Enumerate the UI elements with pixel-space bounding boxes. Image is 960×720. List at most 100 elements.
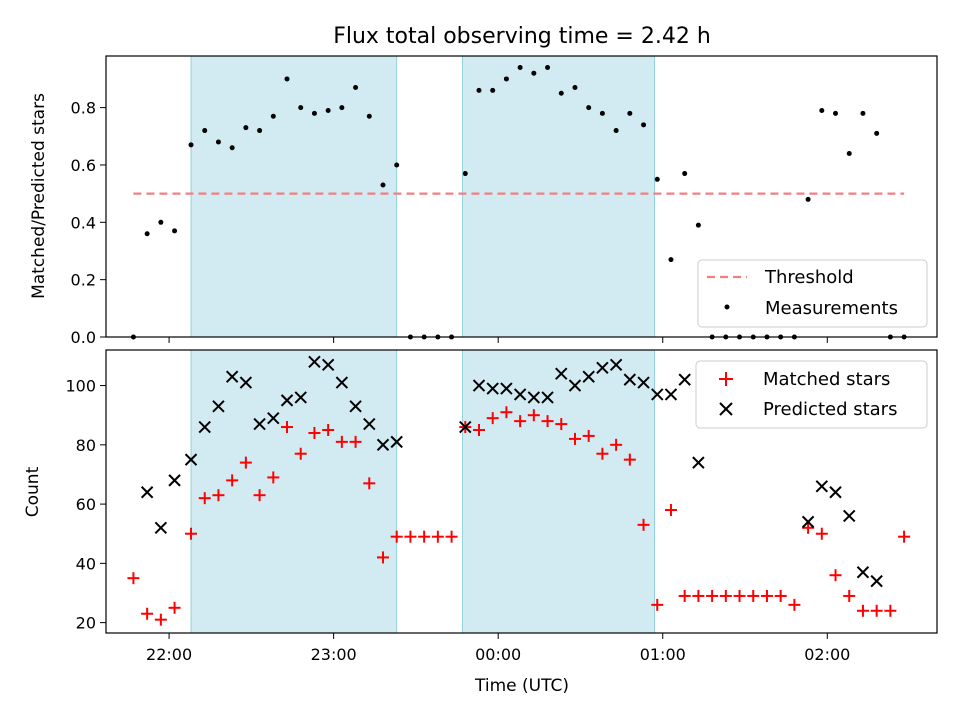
y-tick-label: 0.6 [71, 156, 96, 175]
matched-point [802, 521, 815, 534]
measurement-point [586, 105, 592, 111]
matched-point [788, 598, 801, 611]
matched-point [390, 530, 403, 543]
measurement-point [366, 113, 372, 119]
matched-point [898, 530, 911, 543]
matched-point [514, 415, 527, 428]
matched-point [168, 601, 181, 614]
measurement-point [270, 113, 276, 119]
measurement-point [874, 130, 880, 136]
x-tick-label: 23:00 [311, 645, 357, 664]
count-panel: 20 40 60 80 100 22:00 23:00 00:00 01:00 02:00 Co… [23, 349, 938, 696]
predicted-point [198, 420, 211, 434]
measurement-point [339, 105, 345, 111]
matched-point [706, 589, 719, 602]
y-tick-label: 60 [76, 495, 96, 514]
matched-point [322, 424, 335, 437]
predicted-point [555, 367, 568, 380]
measurement-point [613, 128, 619, 134]
ratio-y-label: Matched/Predicted stars [29, 93, 49, 299]
observing-span [462, 55, 655, 338]
matched-point [267, 471, 280, 484]
matched-point [185, 527, 198, 540]
predicted-point [582, 370, 595, 383]
measurement-point [298, 105, 304, 111]
observing-spans [190, 55, 655, 338]
measurement-point [353, 85, 359, 91]
count-legend: Matched stars Predicted stars [695, 360, 928, 429]
measurement-point [202, 128, 208, 134]
measurement-point [229, 145, 235, 151]
matched-point [870, 604, 883, 617]
x-tick-label: 22:00 [146, 645, 192, 664]
predicted-point [267, 411, 280, 425]
matched-point [733, 589, 746, 602]
measurement-point [188, 142, 194, 148]
matched-point [349, 435, 362, 448]
matched-point [555, 418, 568, 431]
predicted-point [678, 373, 691, 386]
x-tick-label: 01:00 [640, 645, 686, 664]
predicted-point [335, 376, 349, 389]
threshold-legend-label: Threshold [764, 267, 854, 288]
predicted-point [239, 376, 253, 389]
y-tick-label: 0.0 [71, 328, 96, 347]
predicted-point [363, 417, 376, 431]
ratio-axes-frame [105, 55, 938, 338]
chart-title: Flux total observing time = 2.42 h [333, 24, 711, 49]
measurement-point [158, 219, 164, 225]
matched-point [678, 589, 691, 602]
measurements-legend-label: Measurements [765, 298, 898, 319]
measurement-point [846, 150, 852, 156]
matched-point [294, 447, 307, 460]
matched-point [541, 415, 554, 428]
y-tick-label: 0.4 [71, 213, 96, 232]
matched-point [829, 569, 842, 582]
count-y-label: Count [23, 466, 43, 517]
predicted-point [609, 358, 623, 372]
measurement-point [833, 110, 839, 116]
matched-point [774, 589, 787, 602]
predicted-point [829, 486, 842, 499]
predicted-point [280, 394, 294, 407]
predicted-point [513, 388, 527, 401]
measurement-point [257, 128, 263, 134]
measurement-point [243, 125, 249, 131]
measurements-legend-marker [724, 304, 730, 310]
predicted-point [459, 420, 472, 434]
measurement-point [545, 64, 551, 70]
matched-point [623, 453, 636, 466]
predicted-point [168, 474, 181, 487]
matched-point [226, 474, 239, 487]
predicted-point [843, 509, 856, 523]
measurement-point [476, 87, 482, 93]
matched-point [141, 607, 154, 620]
predicted-point [815, 480, 829, 493]
measurement-point [284, 76, 290, 82]
matched-point [856, 604, 869, 617]
matched-point [377, 551, 389, 564]
measurement-point [654, 176, 660, 182]
measurement-point [394, 162, 400, 168]
predicted-point [664, 388, 678, 401]
predicted-point [527, 391, 541, 404]
measurement-point [517, 64, 523, 70]
predicted-legend-label: Predicted stars [763, 399, 897, 420]
y-tick-label: 0.8 [71, 99, 96, 118]
observing-span [190, 349, 398, 634]
matched-point [404, 530, 417, 543]
measurement-point [503, 76, 509, 82]
predicted-point [184, 453, 198, 466]
measurement-point [819, 107, 825, 113]
predicted-point [349, 400, 362, 413]
matched-point [719, 589, 732, 602]
matched-point [527, 409, 540, 422]
matched-point [884, 604, 897, 617]
measurement-point [325, 107, 331, 113]
predicted-point [870, 574, 883, 588]
predicted-point [154, 521, 168, 535]
matched-point [335, 435, 348, 448]
y-tick-label: 100 [65, 377, 96, 396]
matched-point [843, 589, 856, 602]
predicted-point [486, 382, 499, 395]
